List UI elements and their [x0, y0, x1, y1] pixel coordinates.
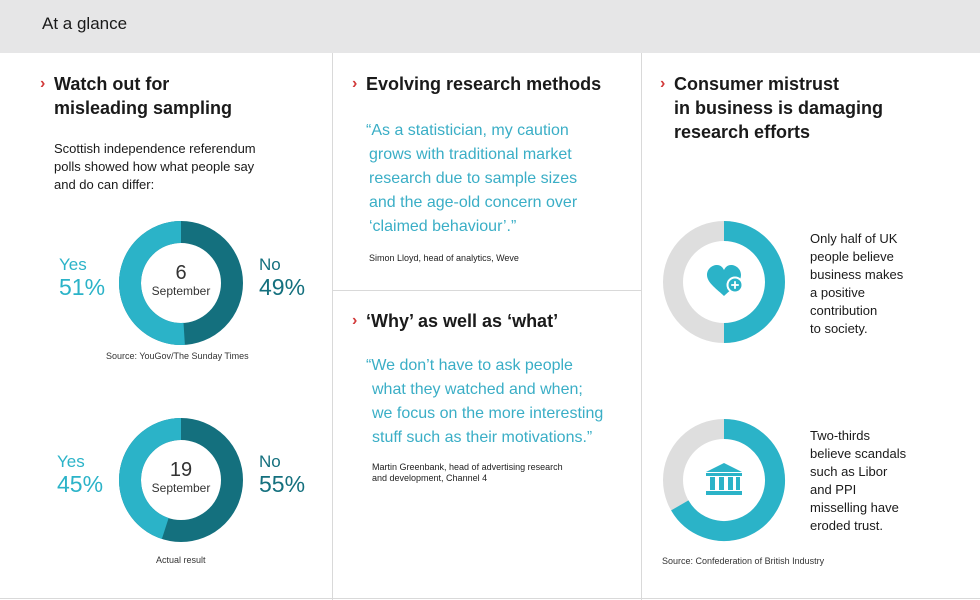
two-thirds-text: Two-thirds believe scandals such as Libo…: [810, 428, 907, 533]
page-title: At a glance: [42, 14, 128, 33]
quote-attribution: Simon Lloyd, head of analytics, Weve: [369, 253, 519, 263]
poll-source: Source: YouGov/The Sunday Times: [106, 351, 249, 361]
poll-yes-result: Yes 45%: [57, 452, 104, 497]
poll-date: 6 September: [151, 262, 211, 298]
donut-yes-segment: [119, 418, 182, 539]
bank-icon: [706, 463, 742, 495]
quote-attribution: Martin Greenbank, head of advertising re…: [372, 462, 563, 483]
poll-donut-6-september: [119, 221, 243, 345]
mistrust-heading: › Consumer mistrust in business is damag…: [660, 74, 884, 142]
motivations-quote: “We don’t have to ask people what they w…: [366, 357, 604, 446]
research-methods-heading: › Evolving research methods: [352, 74, 602, 94]
two-thirds-donut: [663, 419, 785, 541]
donut-value-segment: [723, 221, 785, 343]
donut-value-segment: [671, 419, 785, 541]
sampling-heading: › Watch out for misleading sampling: [40, 74, 233, 118]
chevron-right-icon: ›: [352, 75, 358, 92]
statistician-quote: “As a statistician, my caution grows wit…: [366, 122, 578, 235]
middle-column-divider: [333, 290, 641, 291]
poll-no-result: No 55%: [259, 452, 306, 497]
poll-date: 19 September: [151, 459, 211, 495]
why-what-heading: › ‘Why’ as well as ‘what’: [352, 311, 559, 331]
donut-yes-segment: [119, 221, 185, 345]
half-believe-text: Only half of UK people believe business …: [810, 231, 904, 336]
header-bar: At a glance: [0, 0, 980, 53]
chevron-right-icon: ›: [352, 312, 358, 329]
heart-plus-icon: [707, 265, 744, 296]
poll-no-result: No 49%: [259, 255, 306, 300]
poll-source: Actual result: [156, 555, 206, 565]
chevron-right-icon: ›: [40, 75, 46, 92]
half-believe-donut: [663, 221, 785, 343]
column-divider-1: [332, 53, 333, 600]
bottom-rule: [0, 598, 980, 599]
cbi-source: Source: Confederation of British Industr…: [662, 556, 825, 566]
column-divider-2: [641, 53, 642, 600]
chevron-right-icon: ›: [660, 75, 666, 92]
poll-yes-result: Yes 51%: [59, 255, 106, 300]
sampling-intro: Scottish independence referendum polls s…: [54, 141, 256, 192]
poll-donut-19-september: [119, 418, 243, 542]
